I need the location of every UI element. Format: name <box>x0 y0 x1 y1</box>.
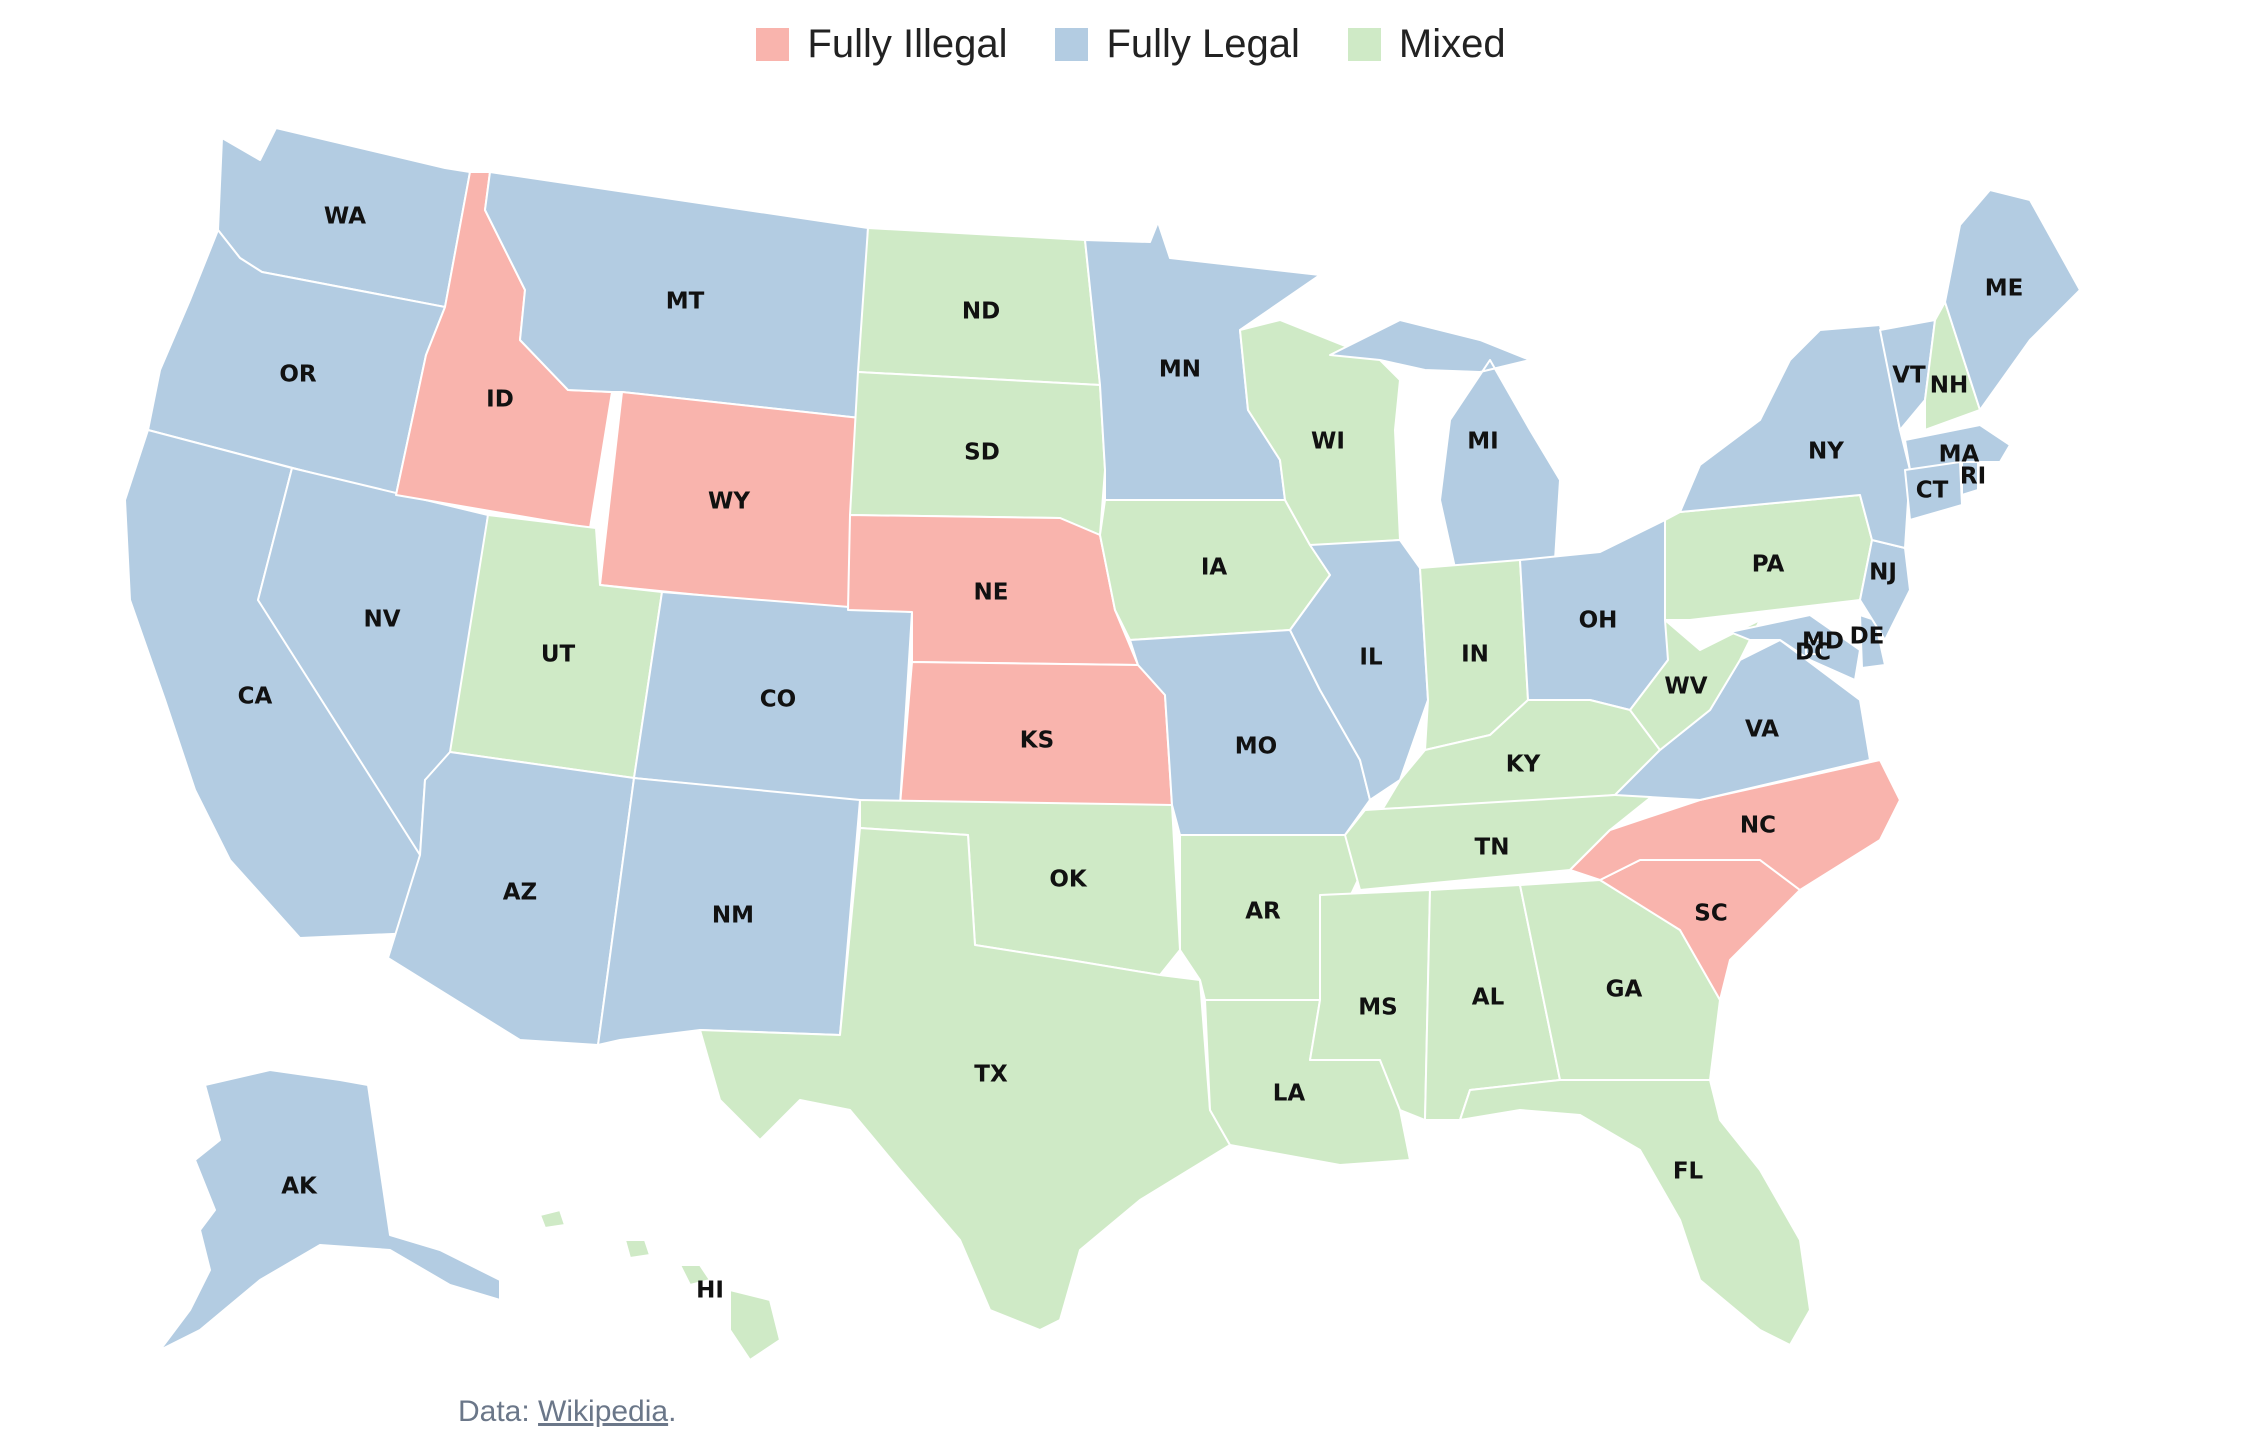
state-AZ[interactable] <box>387 751 635 1046</box>
state-CT[interactable] <box>1904 461 1963 521</box>
state-WY[interactable] <box>599 391 861 611</box>
state-MI[interactable] <box>1329 319 1561 569</box>
legend-item-fully-legal: Fully Legal <box>1055 22 1300 67</box>
state-KS[interactable] <box>899 661 1173 806</box>
legend-label-fully-legal: Fully Legal <box>1106 22 1300 66</box>
source-note: Data: Wikipedia. <box>458 1395 676 1429</box>
legend: Fully Illegal Fully Legal Mixed <box>0 22 2262 67</box>
state-ME[interactable] <box>1944 189 2081 411</box>
state-DC[interactable] <box>1805 639 1821 655</box>
source-link-wikipedia[interactable]: Wikipedia <box>538 1395 669 1428</box>
state-IA[interactable] <box>1099 499 1331 641</box>
legend-swatch-fully-legal <box>1055 28 1089 61</box>
state-DE[interactable] <box>1859 614 1886 669</box>
legend-label-mixed: Mixed <box>1398 22 1506 66</box>
legend-swatch-fully-illegal <box>756 28 790 61</box>
legend-swatch-mixed <box>1347 28 1381 61</box>
state-MD[interactable] <box>1729 614 1861 681</box>
legend-item-mixed: Mixed <box>1347 22 1506 67</box>
state-SD[interactable] <box>849 371 1106 536</box>
state-IL[interactable] <box>1289 539 1429 801</box>
state-TX[interactable] <box>699 827 1231 1331</box>
state-NY[interactable] <box>1679 324 1911 549</box>
state-HI[interactable] <box>539 1209 781 1361</box>
state-NH[interactable] <box>1924 301 1981 431</box>
source-suffix: . <box>668 1395 677 1428</box>
state-ND[interactable] <box>857 227 1101 386</box>
state-RI[interactable] <box>1961 461 1979 496</box>
state-NM[interactable] <box>597 777 861 1046</box>
state-CO[interactable] <box>633 591 913 806</box>
legend-item-fully-illegal: Fully Illegal <box>756 22 1007 67</box>
legend-label-fully-illegal: Fully Illegal <box>807 22 1008 66</box>
state-AK[interactable] <box>159 1069 501 1351</box>
state-FL[interactable] <box>1459 1079 1811 1346</box>
source-prefix: Data: <box>458 1395 539 1428</box>
state-NC[interactable] <box>1569 759 1901 891</box>
state-PA[interactable] <box>1664 494 1873 621</box>
state-WV[interactable] <box>1629 619 1761 751</box>
